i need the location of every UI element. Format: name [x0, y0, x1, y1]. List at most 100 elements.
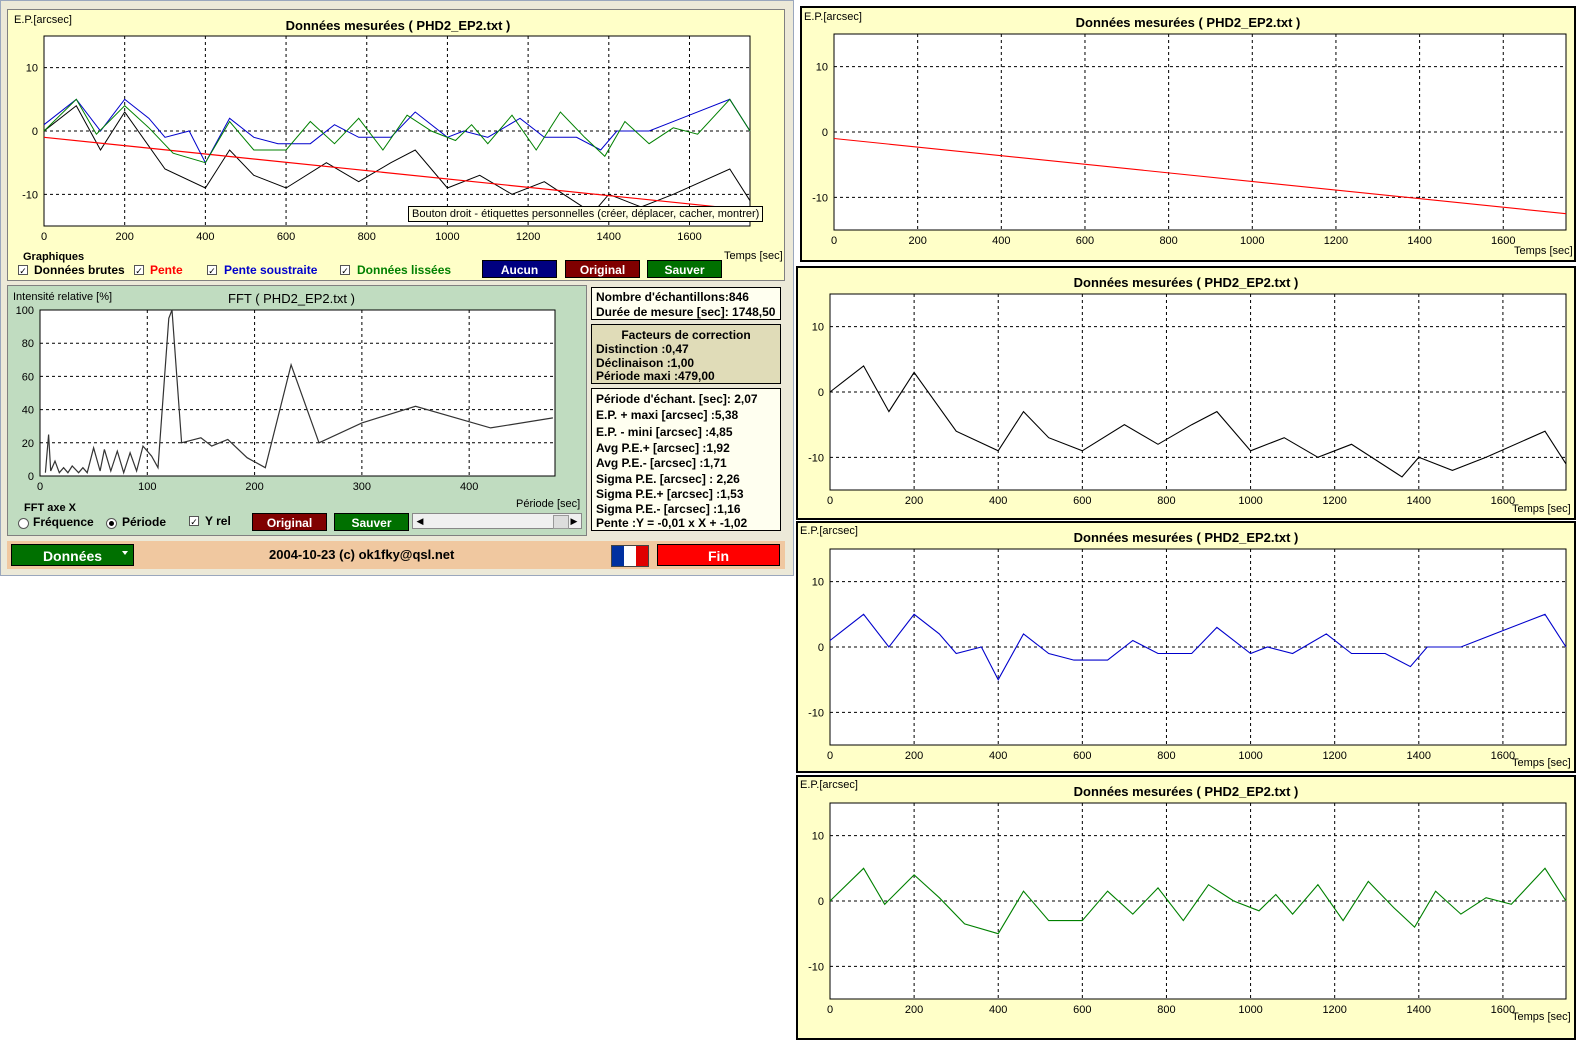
y-tick-label: 10	[812, 577, 824, 589]
x-tick-label: 1000	[1238, 1004, 1262, 1016]
right-panel-raw: Données mesurées ( PHD2_EP2.txt ) 0 200 40…	[796, 266, 1576, 520]
period-label: Période	[122, 515, 167, 529]
x-tick-label: 0	[37, 481, 43, 493]
right-sub-title: Données mesurées ( PHD2_EP2.txt )	[1073, 530, 1299, 545]
right-sub-svg[interactable]: 0 200 400 600 800 1000 1200 1400 1600 10 0 -10	[798, 523, 1574, 771]
right-panel-subtracted: E.P.[arcsec] Données mesurées ( PHD2_EP2…	[796, 521, 1576, 773]
right-smooth-svg[interactable]: 0 200 400 600 800 1000 1200 1400 1600 10 0 -10	[798, 777, 1574, 1038]
x-tick-label: 800	[1157, 1004, 1175, 1016]
fft-original-button[interactable]: Original	[252, 513, 327, 531]
x-tick-label: 0	[827, 1004, 833, 1016]
main-chart-title: Données mesurées ( PHD2_EP2.txt )	[285, 18, 511, 33]
x-tick-label: 400	[460, 481, 478, 493]
x-tick-label: 1600	[677, 231, 701, 243]
graphics-group-label: Graphiques	[23, 251, 85, 263]
samples-count: Nombre d'échantillons:846	[596, 290, 749, 304]
fft-axis-group-label: FFT axe X	[24, 502, 76, 514]
sigma-pe: Sigma P.E. [arcsec] : 2,26	[596, 472, 740, 486]
x-tick-label: 800	[1157, 750, 1175, 762]
x-tick-label: 1600	[1491, 1004, 1515, 1016]
series-subtracted-line	[43, 98, 751, 164]
y-tick-label: 100	[16, 305, 34, 317]
scroll-left-arrow-icon[interactable]: ◀	[416, 516, 424, 526]
y-tick-label: 0	[32, 126, 38, 138]
series-smoothed-line	[829, 867, 1567, 935]
x-tick-label: 400	[989, 1004, 1007, 1016]
chart-group: 0 200 400 600 800 1000 1200 1400 1600 10 0 -10	[812, 33, 1567, 247]
main-chart-svg[interactable]: 0 200 400 600 800 1000 1200 1400 1600 10 0 -10	[8, 10, 786, 282]
y-tick-label: 0	[818, 642, 824, 654]
sigma-pe-plus: Sigma P.E.+ [arcsec] :1,53	[596, 487, 744, 501]
ep-min: E.P. - mini [arcsec] :4,85	[596, 425, 733, 439]
chart-group: 0 200 400 600 800 1000 1200 1400 1600 10 0 -10	[808, 548, 1567, 762]
slope-checkbox[interactable]: ✓	[134, 265, 144, 276]
right-slope-title: Données mesurées ( PHD2_EP2.txt )	[1075, 15, 1301, 30]
right-slope-ylabel: E.P.[arcsec]	[804, 11, 862, 23]
right-raw-svg[interactable]: 0 200 400 600 800 1000 1200 1400 1600 10 0 -10	[798, 268, 1574, 518]
chart-group: 0 200 400 600 800 1000 1200 1400 1600 10 0 -10	[22, 35, 751, 243]
avg-pe-plus: Avg P.E.+ [arcsec] :1,92	[596, 441, 730, 455]
y-tick-label: 0	[822, 127, 828, 139]
scroll-right-arrow-icon[interactable]: ▶	[570, 516, 578, 526]
x-tick-label: 0	[41, 231, 47, 243]
fft-title: FFT ( PHD2_EP2.txt )	[228, 291, 355, 306]
data-button[interactable]: Données	[11, 544, 134, 566]
sample-period: Période d'échant. [sec]: 2,07	[596, 392, 758, 406]
yrel-checkbox[interactable]: ✓	[189, 516, 199, 527]
y-tick-label: 20	[22, 438, 34, 450]
fft-scrollbar[interactable]: ◀ ▶	[412, 513, 582, 529]
series-slope-line	[43, 136, 751, 211]
x-tick-label: 600	[1073, 1004, 1091, 1016]
y-tick-label: 0	[28, 471, 34, 483]
period-radio[interactable]	[106, 518, 117, 529]
frequency-label: Fréquence	[33, 515, 94, 529]
x-tick-label: 100	[138, 481, 156, 493]
right-slope-svg[interactable]: 0 200 400 600 800 1000 1200 1400 1600 10 0 -10	[802, 8, 1574, 260]
y-tick-label: 10	[812, 831, 824, 843]
yrel-label: Y rel	[205, 514, 231, 528]
x-tick-label: 200	[905, 1004, 923, 1016]
smooth-checkbox[interactable]: ✓	[340, 265, 350, 276]
y-tick-label: -10	[808, 961, 824, 973]
x-tick-label: 300	[353, 481, 371, 493]
x-tick-label: 1400	[597, 231, 621, 243]
x-tick-label: 1600	[1491, 495, 1515, 507]
y-tick-label: 10	[816, 62, 828, 74]
slope-label: Pente	[150, 263, 183, 277]
scroll-thumb[interactable]	[553, 515, 569, 529]
x-tick-label: 200	[116, 231, 134, 243]
right-panel-smoothed: E.P.[arcsec] Données mesurées ( PHD2_EP2…	[796, 775, 1576, 1040]
y-tick-label: 40	[22, 405, 34, 417]
french-flag-icon[interactable]	[611, 545, 649, 567]
y-tick-label: 10	[812, 322, 824, 334]
x-tick-label: 400	[989, 750, 1007, 762]
end-button[interactable]: Fin	[657, 544, 780, 566]
original-button[interactable]: Original	[565, 260, 640, 278]
frequency-radio[interactable]	[18, 518, 29, 529]
y-tick-label: -10	[808, 707, 824, 719]
fft-save-button[interactable]: Sauver	[334, 513, 409, 531]
x-tick-label: 200	[905, 750, 923, 762]
x-tick-label: 1200	[1322, 495, 1346, 507]
y-tick-label: 10	[26, 63, 38, 75]
none-button[interactable]: Aucun	[482, 260, 557, 278]
series-smoothed-line	[43, 98, 751, 164]
save-button[interactable]: Sauver	[647, 260, 722, 278]
right-slope-xlabel: Temps [sec]	[1514, 245, 1573, 257]
x-tick-label: 400	[196, 231, 214, 243]
x-tick-label: 800	[1159, 235, 1177, 247]
series-raw-line	[43, 104, 751, 214]
x-tick-label: 1000	[1238, 750, 1262, 762]
sub-label: Pente soustraite	[224, 263, 318, 277]
raw-checkbox[interactable]: ✓	[18, 265, 28, 276]
sub-checkbox[interactable]: ✓	[207, 265, 217, 276]
measure-duration: Durée de mesure [sec]: 1748,50	[596, 305, 776, 319]
fft-ylabel: Intensité relative [%]	[13, 291, 113, 303]
copyright-text: 2004-10-23 (c) ok1fky@qsl.net	[269, 547, 455, 562]
right-raw-xlabel: Temps [sec]	[1512, 503, 1571, 515]
right-smooth-title: Données mesurées ( PHD2_EP2.txt )	[1073, 784, 1299, 799]
chart-group: 0 200 400 600 800 1000 1200 1400 1600 10 0 -10	[808, 293, 1567, 507]
y-tick-label: 0	[818, 387, 824, 399]
